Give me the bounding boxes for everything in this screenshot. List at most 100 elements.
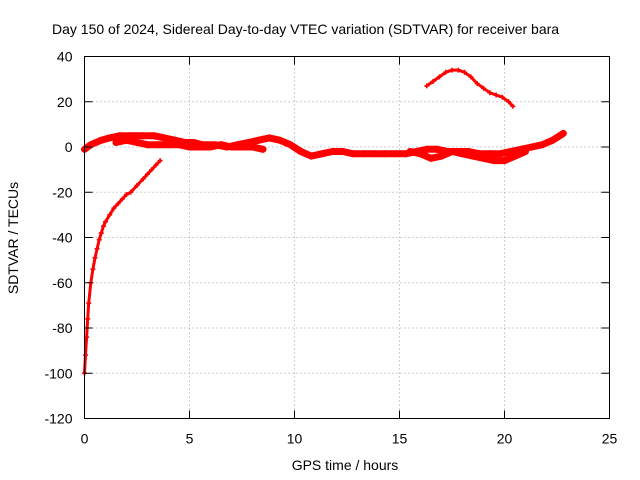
y-tick-label: -120 [44, 411, 72, 427]
data-point [528, 143, 536, 151]
data-point [128, 189, 134, 195]
data-point [417, 150, 424, 158]
data-point [83, 352, 88, 358]
data-point [501, 157, 508, 165]
data-point [133, 139, 141, 146]
x-tick-label: 0 [81, 431, 89, 447]
data-point [175, 141, 183, 149]
data-point [150, 132, 158, 140]
y-axis-title: SDTVAR / TECUs [5, 182, 21, 294]
data-point [339, 148, 347, 155]
x-tick-label: 20 [497, 431, 513, 447]
data-point [511, 152, 519, 160]
data-point [145, 171, 150, 177]
plot-frame [84, 56, 610, 419]
data-point [423, 145, 431, 153]
data-point [443, 69, 449, 75]
data-point [507, 148, 515, 155]
data-point [360, 150, 368, 158]
data-point [96, 237, 102, 243]
data-point [328, 148, 336, 155]
data-point [469, 152, 477, 160]
data-point [249, 143, 256, 151]
data-point [140, 176, 146, 182]
data-point [115, 201, 121, 207]
data-point [100, 223, 106, 229]
data-point [559, 129, 567, 137]
data-point [318, 150, 326, 158]
data-point [124, 192, 129, 197]
data-point [480, 154, 487, 162]
data-point [186, 143, 193, 151]
data-point [196, 143, 204, 151]
data-point [160, 134, 168, 142]
data-point [139, 132, 147, 140]
label-layer: 0 5 10 15 20 25 -120 -100 -80 -60 -40 -20 0 20 40 [44, 49, 617, 447]
data-point [381, 150, 389, 158]
y-tick-label: 40 [57, 49, 73, 65]
data-point [86, 300, 92, 306]
data-point [438, 152, 445, 160]
data-point [455, 67, 461, 73]
data-point [106, 134, 114, 142]
x-tick-label: 5 [186, 431, 194, 447]
data-point [123, 136, 130, 144]
series-layer [81, 67, 567, 376]
data-point [490, 157, 498, 165]
data-point [255, 136, 263, 144]
data-point [424, 83, 430, 89]
x-tick-label: 25 [602, 431, 618, 447]
data-point [98, 230, 104, 236]
grid-layer [84, 56, 610, 419]
chart-title: Day 150 of 2024, Sidereal Day-to-day VTE… [52, 21, 559, 37]
data-point [112, 139, 120, 146]
x-axis-title: GPS time / hours [292, 457, 399, 473]
data-point [522, 148, 529, 155]
x-tick-label: 10 [287, 431, 303, 447]
data-point [259, 145, 267, 153]
data-point [459, 150, 466, 158]
data-point [496, 150, 504, 158]
data-point [149, 167, 155, 173]
data-point [157, 158, 163, 164]
data-point [276, 136, 284, 144]
data-point [462, 69, 468, 75]
data-point [297, 148, 305, 155]
data-point [506, 99, 512, 105]
data-point [144, 141, 151, 149]
data-point [391, 150, 399, 158]
data-point [92, 255, 98, 261]
data-point [238, 143, 246, 151]
data-point [448, 148, 456, 155]
data-point [487, 90, 493, 96]
data-point [97, 136, 105, 144]
data-point [228, 143, 235, 151]
y-tick-label: -100 [44, 365, 72, 381]
data-point [307, 152, 315, 160]
y-tick-label: -40 [52, 230, 72, 246]
data-point [538, 141, 546, 149]
tick-layer [84, 56, 610, 419]
y-tick-label: 0 [65, 139, 73, 155]
data-point [134, 183, 140, 188]
data-point [107, 212, 113, 218]
data-point [94, 246, 100, 252]
data-point [549, 136, 557, 144]
data-point [85, 316, 91, 322]
data-point [119, 196, 125, 202]
data-point [207, 143, 214, 151]
data-point [481, 85, 486, 91]
data-point [468, 74, 474, 80]
data-point [370, 150, 378, 158]
data-point [217, 141, 225, 149]
data-point [474, 81, 480, 87]
data-point [103, 219, 108, 225]
data-point [349, 150, 357, 158]
y-tick-label: -20 [52, 184, 72, 200]
y-tick-label: -60 [52, 275, 72, 291]
y-tick-label: 20 [57, 94, 73, 110]
data-point [90, 266, 96, 272]
data-point [449, 67, 455, 73]
